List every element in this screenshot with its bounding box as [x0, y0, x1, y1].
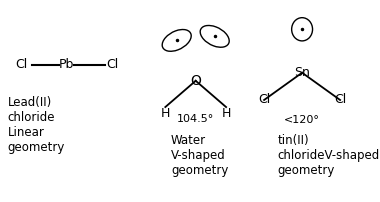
- Text: <120°: <120°: [284, 115, 320, 125]
- Text: Cl: Cl: [106, 58, 118, 71]
- Text: Cl: Cl: [15, 58, 27, 71]
- Text: Water
V-shaped
geometry: Water V-shaped geometry: [171, 134, 228, 177]
- Text: H: H: [161, 107, 170, 120]
- Text: H: H: [222, 107, 231, 120]
- Text: Cl: Cl: [258, 94, 270, 106]
- Text: tin(II)
chlorideV-shaped
geometry: tin(II) chlorideV-shaped geometry: [277, 134, 380, 177]
- Text: Pb: Pb: [59, 58, 74, 71]
- Text: Sn: Sn: [294, 66, 310, 79]
- Text: 104.5°: 104.5°: [177, 114, 214, 124]
- Text: Lead(II)
chloride
Linear
geometry: Lead(II) chloride Linear geometry: [8, 96, 65, 154]
- Text: O: O: [190, 74, 201, 88]
- Text: Cl: Cl: [334, 94, 346, 106]
